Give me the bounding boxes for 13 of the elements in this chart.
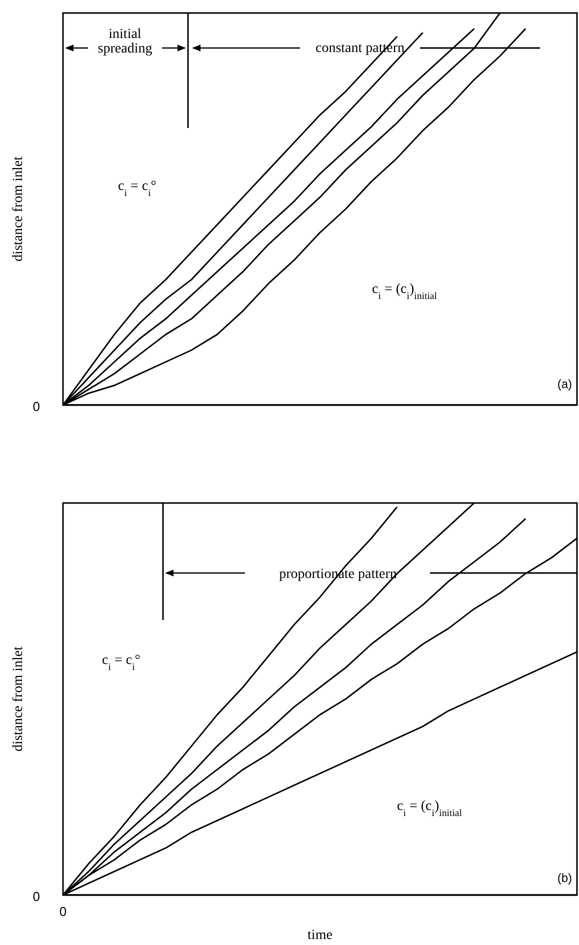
text: 0 xyxy=(32,889,40,904)
annotation: (a) xyxy=(557,377,572,391)
annotation: initial spreading xyxy=(98,27,152,57)
annotation: c$_{i}$ = (c$_{i}$)$_{initial}$ xyxy=(397,799,462,818)
annotation: c$_{i}$ = c$_{i}$° xyxy=(102,653,140,672)
y-axis-title: distance from inlet xyxy=(11,646,26,752)
text: 0 xyxy=(32,399,40,414)
annotation: c$_{i}$ = c$_{i}$° xyxy=(118,179,156,198)
annotation: c$_{i}$ = (c$_{i}$)$_{initial}$ xyxy=(372,282,438,302)
y-axis-title: distance from inlet xyxy=(11,156,26,262)
annotation: (b) xyxy=(557,871,572,885)
x-axis-title: time xyxy=(308,928,332,943)
text: 0 xyxy=(59,904,67,919)
